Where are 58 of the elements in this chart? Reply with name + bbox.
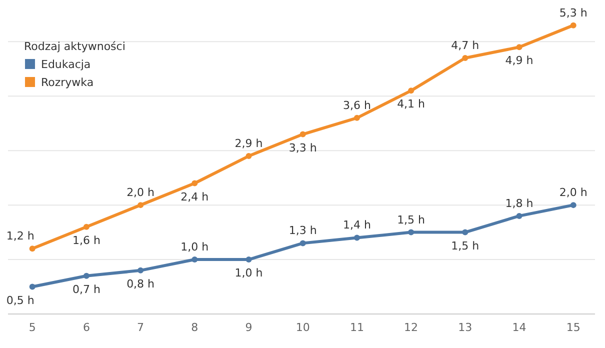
data-label: 1,2 h	[6, 230, 34, 243]
x-tick-label: 10	[296, 321, 310, 334]
data-label: 0,8 h	[126, 277, 155, 290]
data-label: 1,5 h	[397, 213, 426, 226]
x-tick-label: 14	[512, 321, 526, 334]
point	[192, 180, 198, 186]
data-label: 3,3 h	[288, 141, 317, 154]
data-label: 4,9 h	[505, 54, 534, 68]
legend-title: Rodzaj aktywności	[24, 40, 126, 53]
data-label: 1,8 h	[505, 196, 534, 210]
x-tick-label: 13	[458, 321, 472, 334]
data-label: 0,7 h	[72, 282, 100, 296]
point	[516, 212, 522, 219]
point	[138, 267, 144, 274]
legend-label: Edukacja	[41, 58, 91, 71]
data-label: 5,3 h	[559, 6, 588, 20]
x-tick-label: 6	[82, 321, 90, 334]
data-label: 2,0 h	[559, 186, 588, 200]
point	[408, 229, 414, 236]
data-label: 1,5 h	[451, 239, 480, 252]
point	[138, 202, 144, 208]
point	[570, 202, 576, 208]
point	[246, 153, 252, 160]
x-tick-label: 15	[566, 321, 580, 334]
legend-label: Rozrywka	[41, 76, 94, 89]
data-label: 2,9 h	[234, 137, 263, 150]
point	[300, 240, 306, 246]
x-tick-label: 12	[404, 321, 418, 334]
point	[192, 256, 198, 263]
data-label: 4,7 h	[451, 39, 480, 52]
point	[354, 114, 360, 121]
point	[354, 234, 360, 241]
point	[462, 55, 468, 61]
data-label: 2,0 h	[126, 186, 155, 200]
point	[29, 284, 36, 290]
data-label: 1,0 h	[234, 266, 263, 280]
x-tick-label: 8	[191, 321, 198, 334]
data-label: 0,5 h	[6, 294, 34, 307]
x-tick-label: 7	[137, 321, 144, 334]
x-tick-label: 9	[245, 321, 252, 334]
point	[246, 256, 252, 263]
point	[408, 88, 414, 94]
data-label: 1,6 h	[72, 234, 100, 247]
point	[462, 229, 468, 236]
data-label: 2,4 h	[180, 190, 209, 204]
x-tick-label: 5	[28, 321, 36, 334]
x-tick-label: 11	[350, 321, 364, 334]
point	[83, 224, 90, 230]
point	[29, 246, 36, 252]
data-label: 1,4 h	[342, 218, 371, 232]
data-label: 4,1 h	[397, 98, 426, 111]
point	[570, 22, 576, 28]
point	[83, 272, 90, 279]
point	[516, 44, 522, 50]
data-label: 1,0 h	[180, 240, 209, 254]
point	[300, 131, 306, 138]
data-label: 3,6 h	[342, 98, 371, 112]
data-label: 1,3 h	[288, 224, 317, 238]
